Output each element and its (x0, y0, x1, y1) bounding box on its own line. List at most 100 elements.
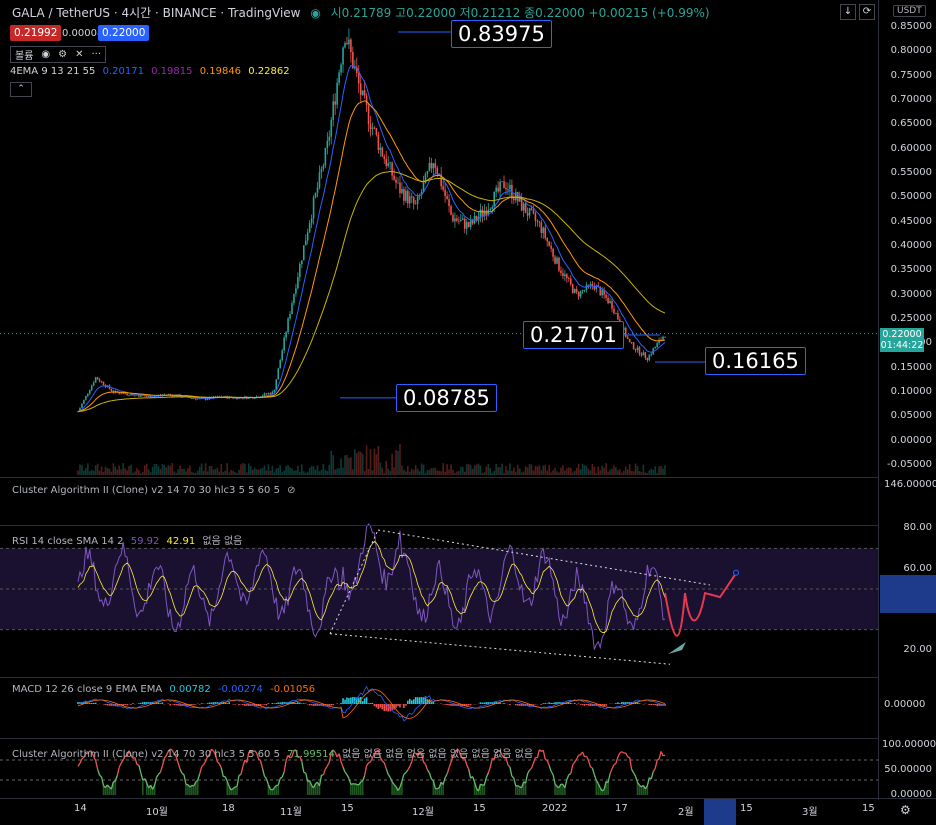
rsi-legend: RSI 14 close SMA 14 2 59.92 42.91 없음 없음 (12, 532, 242, 547)
macd-histogram-bar (385, 704, 388, 711)
volume-bar (187, 467, 189, 475)
pane-separator[interactable] (0, 477, 878, 478)
currency-badge[interactable]: USDT (893, 5, 926, 17)
settings-icon[interactable]: ⚙ (58, 49, 68, 60)
cluster-line-segment (485, 772, 489, 778)
candle-body (128, 394, 130, 396)
volume-bar (251, 469, 254, 475)
cluster-line-segment (646, 777, 650, 786)
candle-body (560, 270, 562, 274)
volume-bar (456, 471, 458, 475)
volume-bar (442, 463, 444, 475)
cluster-fill-bar (226, 781, 229, 795)
volume-bar (403, 469, 405, 475)
more-icon[interactable]: ··· (91, 49, 102, 60)
cluster-fill-bar (442, 784, 444, 795)
arrow-icon (668, 641, 686, 655)
volume-bar (132, 472, 134, 475)
volume-bar (257, 469, 260, 475)
cluster-line-segment (97, 769, 101, 776)
candle-body (340, 64, 342, 73)
volume-bar (375, 454, 378, 475)
cluster-fill-bar (560, 784, 562, 795)
ohlc-readout: 시0.21789 고0.22000 저0.21212 종0.22000 +0.0… (330, 6, 710, 20)
hidden-eye-icon[interactable]: ⊘ (287, 485, 296, 496)
candle-body (361, 90, 364, 95)
macd-histogram-bar (520, 704, 523, 706)
candle-body (546, 238, 549, 242)
candle-body (77, 411, 79, 413)
volume-bar (650, 468, 653, 475)
volume-bar (609, 469, 611, 475)
volume-bar (318, 471, 321, 475)
cluster-line-segment (312, 783, 317, 789)
macd-histogram-bar (450, 704, 452, 706)
volume-bar (289, 467, 291, 475)
volume-bar (169, 465, 172, 475)
eye-icon[interactable]: ◉ (41, 49, 51, 60)
cluster-fill-bar (141, 780, 144, 795)
candle-body (285, 332, 287, 338)
candle-body (632, 342, 635, 350)
volume-bar (391, 453, 393, 475)
cluster-line-segment (529, 767, 532, 771)
macd-histogram-bar (577, 703, 580, 704)
cluster-fill-bar (236, 786, 238, 795)
cluster-line-segment (654, 759, 658, 769)
pane-separator[interactable] (0, 677, 878, 678)
volume-bar (438, 470, 441, 475)
cluster-line-segment (177, 762, 181, 770)
cluster-fill-bar (316, 782, 319, 795)
volume-bar (522, 471, 525, 475)
volume-bar (304, 472, 307, 475)
ask-price[interactable]: 0.22000 (98, 25, 150, 41)
volume-bar (338, 468, 340, 475)
bid-price[interactable]: 0.21992 (10, 25, 62, 41)
candle-body (575, 289, 578, 292)
candle-body (416, 196, 419, 204)
close-icon[interactable]: ✕ (75, 49, 84, 60)
macd-histogram-bar (346, 697, 348, 704)
volume-bar (544, 464, 547, 475)
candle-body (634, 349, 637, 351)
cluster-line-segment (326, 761, 330, 767)
volume-bar (507, 470, 509, 475)
pane-separator[interactable] (0, 738, 878, 739)
macd-histogram-bar (157, 702, 160, 704)
macd-histogram-bar (228, 702, 230, 704)
collapse-icon[interactable]: ⌃ (10, 82, 32, 97)
candle-body (630, 342, 633, 344)
time-tick: 12월 (412, 807, 434, 818)
settings-gear-icon[interactable]: ⚙ (900, 803, 911, 817)
cluster-line-segment (356, 783, 359, 786)
cluster-line-segment (250, 750, 253, 753)
candle-body (194, 398, 197, 400)
cluster-line-segment (285, 755, 289, 761)
refresh-icon[interactable]: ⟳ (859, 4, 875, 20)
volume-bar (383, 472, 386, 475)
volume-bar (607, 471, 609, 475)
volume-bar (373, 448, 376, 475)
candle-body (471, 220, 474, 224)
download-icon[interactable]: ↓ (840, 4, 856, 20)
cluster-line-segment (652, 768, 656, 772)
volume-bar (346, 454, 348, 475)
cluster-line-segment (332, 749, 336, 753)
volume-bar (134, 471, 136, 475)
price-axis[interactable] (878, 0, 936, 800)
volume-bar (108, 468, 111, 475)
cluster-line-segment (462, 757, 465, 760)
volume-bar (405, 471, 407, 475)
cluster-fill-bar (112, 781, 115, 795)
volume-bar (228, 472, 230, 475)
volume-bar (642, 464, 645, 475)
cluster-line-segment (191, 784, 195, 787)
candle-body (513, 198, 515, 201)
macd-histogram-bar (289, 702, 291, 704)
pane-separator[interactable] (0, 525, 878, 526)
candle-body (617, 313, 619, 320)
cluster-line-segment (601, 789, 605, 792)
candle-body (253, 398, 256, 399)
volume-bar (401, 465, 403, 475)
